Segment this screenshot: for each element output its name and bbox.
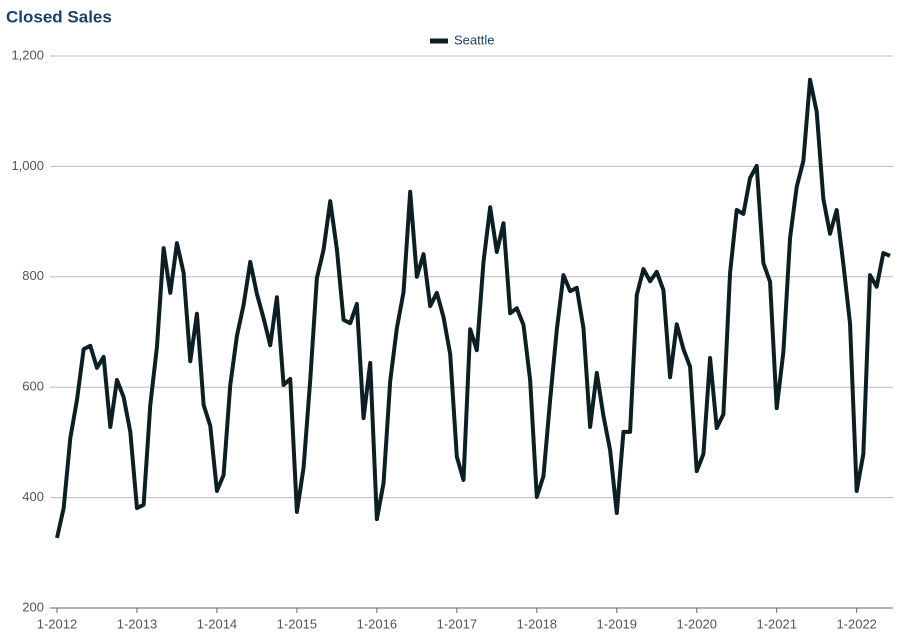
- x-tick-label: 1-2014: [197, 616, 237, 631]
- x-tick-label: 1-2021: [756, 616, 796, 631]
- y-tick-label: 600: [22, 379, 44, 394]
- x-tick-label: 1-2019: [597, 616, 637, 631]
- y-tick-label: 1,200: [11, 47, 44, 62]
- y-tick-label: 200: [22, 599, 44, 614]
- x-tick-label: 1-2016: [357, 616, 397, 631]
- x-tick-label: 1-2015: [277, 616, 317, 631]
- x-tick-label: 1-2012: [37, 616, 77, 631]
- x-tick-label: 1-2017: [437, 616, 477, 631]
- x-tick-label: 1-2022: [836, 616, 876, 631]
- y-tick-label: 1,000: [11, 158, 44, 173]
- x-tick-label: 1-2018: [517, 616, 557, 631]
- series-line: [55, 77, 891, 539]
- chart-title: Closed Sales: [6, 7, 112, 26]
- y-tick-label: 400: [22, 489, 44, 504]
- y-tick-label: 800: [22, 268, 44, 283]
- x-tick-label: 1-2020: [677, 616, 717, 631]
- x-tick-label: 1-2013: [117, 616, 157, 631]
- legend-label: Seattle: [454, 32, 494, 47]
